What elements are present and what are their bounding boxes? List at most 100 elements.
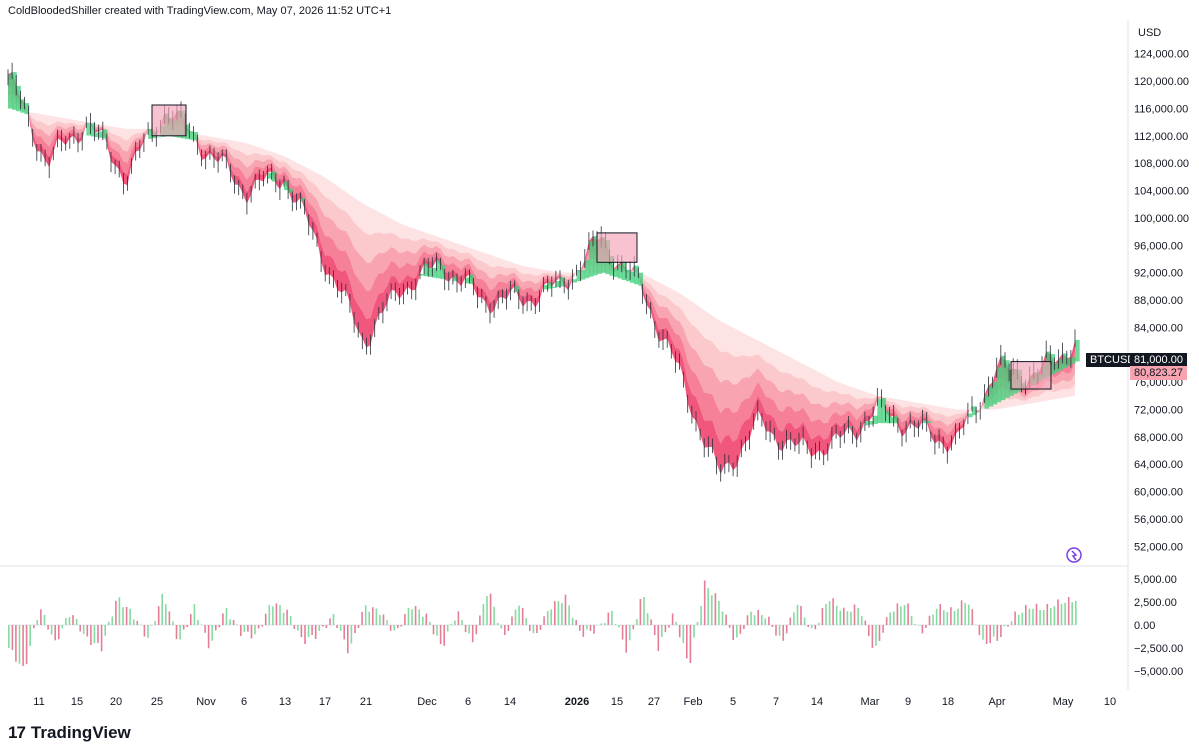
osc-bar (1010, 621, 1013, 625)
osc-tick-label: −5,000.00 (1134, 666, 1183, 678)
osc-bar (72, 615, 74, 625)
osc-bar (896, 603, 899, 625)
osc-bar (621, 625, 624, 640)
osc-bar (1021, 612, 1024, 625)
osc-bar (586, 625, 588, 630)
osc-bar (953, 611, 956, 625)
osc-bar (518, 605, 520, 625)
osc-bar (803, 617, 806, 625)
osc-bar (1050, 608, 1052, 625)
osc-bar (603, 623, 606, 625)
osc-bar (564, 594, 567, 625)
bull-fill (469, 274, 475, 285)
osc-bar (257, 625, 260, 629)
bull-fill (16, 85, 21, 112)
osc-bar (711, 595, 713, 625)
osc-bar (336, 625, 338, 628)
bull-fill (634, 265, 639, 285)
osc-bar (875, 625, 877, 646)
osc-bar (910, 615, 913, 625)
osc-bar (50, 625, 53, 635)
osc-bar (307, 625, 310, 637)
time-tick-label: 27 (648, 696, 660, 708)
osc-bar (439, 625, 442, 645)
osc-bar (386, 620, 388, 625)
time-tick-label: 14 (504, 696, 516, 708)
osc-bar (218, 625, 221, 628)
osc-bar (314, 625, 317, 639)
osc-bar (375, 608, 378, 625)
osc-bar (664, 625, 667, 633)
osc-bar (36, 619, 39, 625)
osc-bar (885, 617, 888, 625)
bull-fill (428, 268, 433, 277)
osc-bar (65, 618, 67, 625)
osc-bar (357, 625, 360, 628)
osc-bar (318, 625, 321, 631)
osc-bar (732, 625, 734, 640)
osc-bar (504, 625, 506, 635)
tradingview-logo[interactable]: 17 TradingView (8, 723, 131, 743)
osc-bar (165, 604, 167, 625)
alert-icon[interactable] (1066, 547, 1082, 563)
osc-bar (211, 625, 213, 641)
time-tick-label: 6 (465, 696, 471, 708)
osc-bar (343, 625, 345, 640)
osc-bar (639, 599, 642, 625)
osc-bar (818, 622, 820, 625)
osc-bar (771, 625, 774, 627)
osc-bar (696, 622, 699, 625)
osc-bar (707, 588, 709, 625)
bull-fill (12, 72, 17, 110)
highlight-box (596, 232, 638, 263)
osc-bar (814, 625, 817, 630)
time-tick-label: 21 (360, 696, 372, 708)
osc-bar (964, 602, 966, 625)
osc-bar (843, 607, 845, 625)
bull-fill (926, 421, 932, 424)
osc-bar (464, 625, 467, 633)
osc-bar (600, 623, 602, 625)
osc-bar (957, 608, 959, 625)
ribbon-band (8, 79, 1075, 444)
osc-bar (154, 621, 156, 625)
osc-bar (918, 625, 920, 626)
osc-bar (422, 616, 424, 625)
osc-bar (79, 625, 81, 632)
osc-bar (40, 609, 42, 625)
bull-fill (465, 277, 470, 284)
osc-tick-label: 5,000.00 (1134, 574, 1177, 586)
ribbon-band (8, 86, 1075, 436)
osc-bar (90, 625, 92, 645)
osc-bar (796, 604, 799, 625)
osc-bar (525, 618, 527, 625)
osc-bar (379, 614, 381, 625)
time-tick-label: Dec (417, 696, 437, 708)
osc-bar (511, 616, 513, 625)
osc-bar (543, 616, 545, 625)
price-tick-label: 88,000.00 (1134, 295, 1183, 307)
osc-bar (850, 611, 852, 625)
osc-bar (736, 625, 738, 638)
osc-bar (643, 597, 645, 625)
osc-bar (261, 625, 263, 627)
osc-bar (136, 620, 139, 625)
osc-bar (339, 625, 342, 631)
price-tick-label: 100,000.00 (1134, 213, 1189, 225)
osc-tick-label: −2,500.00 (1134, 643, 1183, 655)
osc-bar (297, 625, 299, 631)
osc-bar (368, 611, 370, 625)
bull-fill (94, 132, 100, 138)
osc-bar (389, 625, 392, 631)
osc-bar (871, 625, 874, 648)
bull-fill (922, 420, 928, 424)
price-tick-label: 92,000.00 (1134, 268, 1183, 280)
osc-bar (689, 625, 692, 663)
price-tick-label: 112,000.00 (1134, 131, 1188, 143)
osc-bar (8, 625, 10, 648)
last-price-tag: 81,000.00 (1130, 353, 1187, 367)
osc-bar (479, 615, 481, 625)
bull-fill (424, 263, 429, 277)
price-tick-label: 84,000.00 (1134, 322, 1183, 334)
